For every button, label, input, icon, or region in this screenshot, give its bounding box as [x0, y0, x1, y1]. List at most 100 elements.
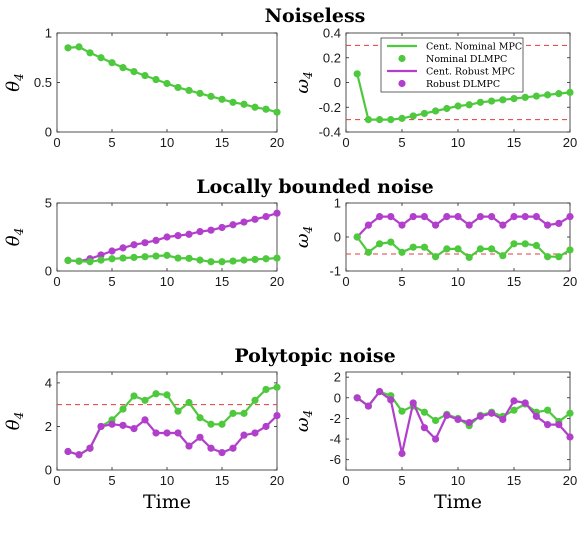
data-point [398, 221, 406, 229]
data-point [185, 254, 193, 262]
data-point [152, 75, 160, 84]
data-point [398, 248, 406, 256]
data-point [174, 407, 182, 415]
x-tick-label: 10 [451, 473, 465, 488]
data-point [86, 258, 94, 266]
data-point [174, 83, 182, 92]
data-point [566, 409, 574, 417]
legend-swatch-dot [398, 79, 406, 88]
y-tick-label: 4 [45, 375, 52, 390]
data-point [387, 238, 395, 246]
data-point [476, 245, 484, 253]
data-point [64, 256, 72, 264]
data-point [566, 213, 574, 221]
x-tick-label: 20 [563, 135, 577, 150]
data-point [251, 255, 259, 264]
y-axis-label: θ4 [3, 228, 26, 246]
x-tick-label: 20 [270, 135, 284, 150]
data-point [64, 44, 72, 52]
data-point [97, 422, 105, 431]
x-tick-label: 15 [507, 135, 521, 150]
data-point [488, 97, 496, 105]
y-tick-label: 5 [45, 196, 52, 211]
data-point [152, 236, 160, 244]
data-point [240, 431, 248, 439]
x-tick-label: 20 [563, 274, 577, 289]
data-point [141, 239, 149, 247]
data-point [353, 394, 361, 402]
data-point [376, 213, 384, 221]
data-point [141, 416, 149, 424]
data-point [141, 396, 149, 404]
y-tick-label: -2 [329, 411, 341, 426]
data-point [364, 221, 372, 229]
data-point [555, 219, 563, 227]
data-point [532, 412, 541, 420]
data-point [443, 213, 451, 221]
data-point [130, 68, 138, 76]
data-point [510, 406, 518, 414]
x-tick-label: 15 [507, 473, 521, 488]
data-point [510, 213, 518, 221]
x-tick-label: 5 [108, 473, 115, 488]
data-point [521, 213, 529, 221]
data-point [273, 209, 281, 217]
data-point [251, 103, 259, 111]
data-point [465, 253, 473, 261]
data-point [174, 254, 182, 262]
x-tick-label: 15 [507, 274, 521, 289]
y-axis-label: ω4 [292, 226, 315, 248]
data-point [420, 109, 428, 118]
y-tick-label: -0.4 [319, 125, 341, 140]
data-point [207, 92, 215, 100]
x-tick-label: 10 [160, 135, 174, 150]
data-point [488, 409, 496, 417]
x-tick-label: 20 [270, 274, 284, 289]
data-point [409, 213, 417, 221]
x-tick-label: 20 [563, 473, 577, 488]
y-axis-label: θ4 [3, 73, 26, 91]
data-point [510, 240, 518, 248]
data-point [251, 429, 259, 437]
y-tick-label: 0.4 [323, 26, 341, 41]
data-point [521, 399, 529, 407]
data-point [207, 420, 215, 428]
data-point [398, 114, 406, 122]
legend-label: Nominal DLMPC [426, 54, 507, 65]
data-point [273, 108, 281, 116]
y-axis-label: ω4 [292, 410, 315, 432]
data-point [108, 420, 116, 428]
y-tick-label: 0.2 [323, 50, 341, 65]
data-point [163, 79, 171, 88]
data-point [130, 392, 138, 400]
x-tick-label: 0 [53, 473, 60, 488]
data-point [432, 253, 440, 261]
data-point [262, 213, 270, 221]
data-point [240, 100, 248, 108]
data-point [273, 383, 281, 391]
data-point [207, 226, 215, 234]
data-point [398, 407, 406, 415]
data-point [432, 416, 440, 425]
data-point [251, 396, 259, 404]
x-axis-label: Time [143, 491, 191, 513]
data-point [476, 98, 484, 106]
data-point [141, 253, 149, 261]
legend-label: Cent. Robust MPC [426, 67, 515, 78]
data-point [196, 414, 204, 422]
data-point [196, 89, 204, 97]
data-point [174, 232, 182, 240]
legend-label: Cent. Nominal MPC [426, 42, 522, 53]
data-point [229, 221, 237, 229]
data-point [240, 218, 248, 226]
y-tick-label: -6 [329, 452, 341, 467]
data-point [476, 213, 484, 221]
data-point [119, 254, 127, 262]
data-point [152, 429, 160, 437]
data-point [262, 105, 270, 113]
data-point [163, 251, 171, 259]
data-point [555, 253, 563, 261]
data-point [465, 101, 473, 109]
legend-swatch-dot [398, 54, 406, 63]
